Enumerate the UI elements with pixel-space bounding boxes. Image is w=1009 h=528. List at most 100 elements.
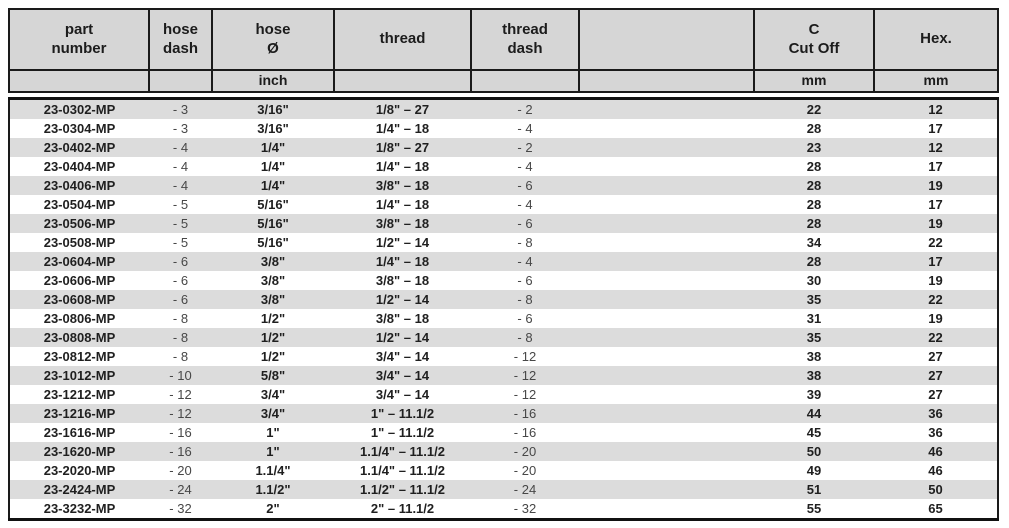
table-row: 23-0806-MP - 8 1/2" 3/8" – 18- 6 31 19: [9, 309, 998, 328]
cell-thread-dash: - 4: [471, 195, 579, 214]
cell-hose-diameter-inch: 3/16": [212, 119, 334, 138]
cell-part-number: 23-1216-MP: [9, 404, 149, 423]
table-row: 23-1216-MP - 12 3/4" 1" – 11.1/2- 16 44 36: [9, 404, 998, 423]
cell-part-number: 23-1012-MP: [9, 366, 149, 385]
cell-spacer: [579, 347, 754, 366]
cell-spacer: [579, 157, 754, 176]
unit-part-number: [8, 69, 150, 93]
cell-spacer: [579, 404, 754, 423]
cell-thread: 1.1/4" – 11.1/2: [334, 442, 471, 461]
cell-hose-dash: - 16: [149, 442, 212, 461]
cell-thread-dash: - 2: [471, 98, 579, 119]
cell-hex-mm: 19: [874, 176, 998, 195]
unit-thread-dash: [470, 69, 580, 93]
cell-thread-dash: - 8: [471, 290, 579, 309]
cell-part-number: 23-1212-MP: [9, 385, 149, 404]
unit-c-cutoff: mm: [753, 69, 875, 93]
table-row: 23-0406-MP - 4 1/4" 3/8" – 18- 6 28 19: [9, 176, 998, 195]
table-row: 23-1212-MP - 12 3/4" 3/4" – 14- 12 39 27: [9, 385, 998, 404]
cell-hose-diameter-inch: 1/4": [212, 157, 334, 176]
cell-thread-dash: - 24: [471, 480, 579, 499]
cell-hex-mm: 27: [874, 366, 998, 385]
cell-spacer: [579, 252, 754, 271]
cell-c-cutoff-mm: 22: [754, 98, 874, 119]
cell-hose-diameter-inch: 3/8": [212, 252, 334, 271]
cell-c-cutoff-mm: 50: [754, 442, 874, 461]
cell-hose-diameter-inch: 1/4": [212, 176, 334, 195]
cell-part-number: 23-0506-MP: [9, 214, 149, 233]
cell-spacer: [579, 442, 754, 461]
table-row: 23-0304-MP - 3 3/16" 1/4" – 18- 4 28 17: [9, 119, 998, 138]
cell-spacer: [579, 423, 754, 442]
spec-table-header: part number hose dash hose Ø thread thre…: [8, 8, 999, 93]
cell-hose-dash: - 4: [149, 138, 212, 157]
table-row: 23-0606-MP - 6 3/8" 3/8" – 18- 6 30 19: [9, 271, 998, 290]
cell-hose-dash: - 5: [149, 214, 212, 233]
cell-part-number: 23-1616-MP: [9, 423, 149, 442]
cell-thread: 1.1/4" – 11.1/2: [334, 461, 471, 480]
cell-thread: 3/8" – 18: [334, 214, 471, 233]
cell-part-number: 23-0808-MP: [9, 328, 149, 347]
cell-hose-dash: - 32: [149, 499, 212, 520]
cell-hex-mm: 12: [874, 98, 998, 119]
cell-part-number: 23-2020-MP: [9, 461, 149, 480]
cell-hose-diameter-inch: 1/2": [212, 309, 334, 328]
col-header-thread-dash: thread dash: [470, 8, 580, 71]
cell-thread-dash: - 12: [471, 366, 579, 385]
cell-c-cutoff-mm: 30: [754, 271, 874, 290]
cell-hex-mm: 46: [874, 461, 998, 480]
cell-part-number: 23-0406-MP: [9, 176, 149, 195]
table-row: 23-1012-MP - 10 5/8" 3/4" – 14- 12 38 27: [9, 366, 998, 385]
cell-thread: 1/2" – 14: [334, 233, 471, 252]
cell-hose-dash: - 6: [149, 271, 212, 290]
cell-thread-dash: - 20: [471, 461, 579, 480]
cell-hex-mm: 17: [874, 157, 998, 176]
cell-thread-dash: - 4: [471, 252, 579, 271]
cell-thread-dash: - 6: [471, 271, 579, 290]
cell-c-cutoff-mm: 45: [754, 423, 874, 442]
cell-thread: 3/4" – 14: [334, 366, 471, 385]
unit-hose-diameter: inch: [211, 69, 335, 93]
cell-hose-dash: - 16: [149, 423, 212, 442]
cell-hose-diameter-inch: 1/2": [212, 347, 334, 366]
cell-part-number: 23-3232-MP: [9, 499, 149, 520]
cell-hex-mm: 22: [874, 233, 998, 252]
cell-hose-dash: - 6: [149, 252, 212, 271]
cell-c-cutoff-mm: 51: [754, 480, 874, 499]
cell-thread: 1/4" – 18: [334, 157, 471, 176]
cell-thread: 1/8" – 27: [334, 138, 471, 157]
cell-c-cutoff-mm: 38: [754, 347, 874, 366]
table-row: 23-1616-MP - 16 1" 1" – 11.1/2- 16 45 36: [9, 423, 998, 442]
cell-hose-dash: - 10: [149, 366, 212, 385]
cell-hex-mm: 65: [874, 499, 998, 520]
cell-hose-diameter-inch: 5/16": [212, 195, 334, 214]
cell-spacer: [579, 98, 754, 119]
table-row: 23-3232-MP - 32 2" 2" – 11.1/2- 32 55 65: [9, 499, 998, 520]
cell-part-number: 23-0404-MP: [9, 157, 149, 176]
cell-hex-mm: 12: [874, 138, 998, 157]
col-header-hex: Hex.: [873, 8, 999, 71]
cell-thread-dash: - 32: [471, 499, 579, 520]
table-row: 23-0812-MP - 8 1/2" 3/4" – 14- 12 38 27: [9, 347, 998, 366]
cell-hose-diameter-inch: 2": [212, 499, 334, 520]
table-row: 23-0302-MP - 3 3/16" 1/8" – 27- 2 22 12: [9, 98, 998, 119]
cell-thread-dash: - 2: [471, 138, 579, 157]
cell-hose-diameter-inch: 1/2": [212, 328, 334, 347]
cell-thread: 3/4" – 14: [334, 385, 471, 404]
table-row: 23-2424-MP - 24 1.1/2" 1.1/2" – 11.1/2- 24 5…: [9, 480, 998, 499]
cell-thread: 1" – 11.1/2: [334, 423, 471, 442]
cell-part-number: 23-0302-MP: [9, 98, 149, 119]
cell-hose-diameter-inch: 1": [212, 442, 334, 461]
col-header-hose-diameter: hose Ø: [211, 8, 335, 71]
unit-thread: [333, 69, 472, 93]
cell-spacer: [579, 138, 754, 157]
cell-spacer: [579, 480, 754, 499]
table-row: 23-0404-MP - 4 1/4" 1/4" – 18- 4 28 17: [9, 157, 998, 176]
cell-hex-mm: 50: [874, 480, 998, 499]
header-row: part number hose dash hose Ø thread thre…: [8, 8, 999, 71]
cell-hex-mm: 22: [874, 290, 998, 309]
cell-hose-dash: - 12: [149, 385, 212, 404]
cell-part-number: 23-0304-MP: [9, 119, 149, 138]
cell-thread: 1.1/2" – 11.1/2: [334, 480, 471, 499]
